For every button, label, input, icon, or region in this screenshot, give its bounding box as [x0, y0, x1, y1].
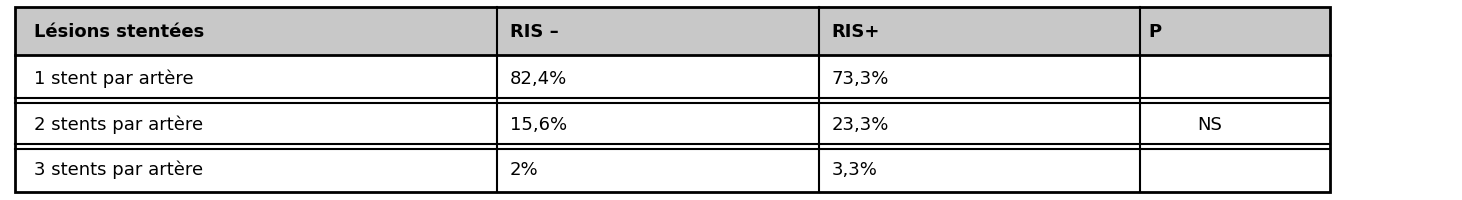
Text: 1 stent par artère: 1 stent par artère [34, 69, 193, 88]
Text: RIS+: RIS+ [832, 23, 880, 41]
Bar [15, 56, 1330, 101]
Text: NS: NS [1197, 115, 1222, 133]
Text: 82,4%: 82,4% [510, 70, 567, 87]
Text: RIS –: RIS – [510, 23, 558, 41]
Text: 2 stents par artère: 2 stents par artère [34, 115, 203, 133]
Text: 73,3%: 73,3% [832, 70, 889, 87]
Text: P: P [1148, 23, 1161, 41]
Text: 3,3%: 3,3% [832, 160, 877, 178]
Text: 15,6%: 15,6% [510, 115, 567, 133]
Bar [15, 147, 1330, 192]
Text: 3 stents par artère: 3 stents par artère [34, 160, 203, 179]
Text: 2%: 2% [510, 160, 538, 178]
Text: Lésions stentées: Lésions stentées [34, 23, 205, 41]
Text: 23,3%: 23,3% [832, 115, 889, 133]
Bar [15, 101, 1330, 147]
Bar [15, 8, 1330, 56]
